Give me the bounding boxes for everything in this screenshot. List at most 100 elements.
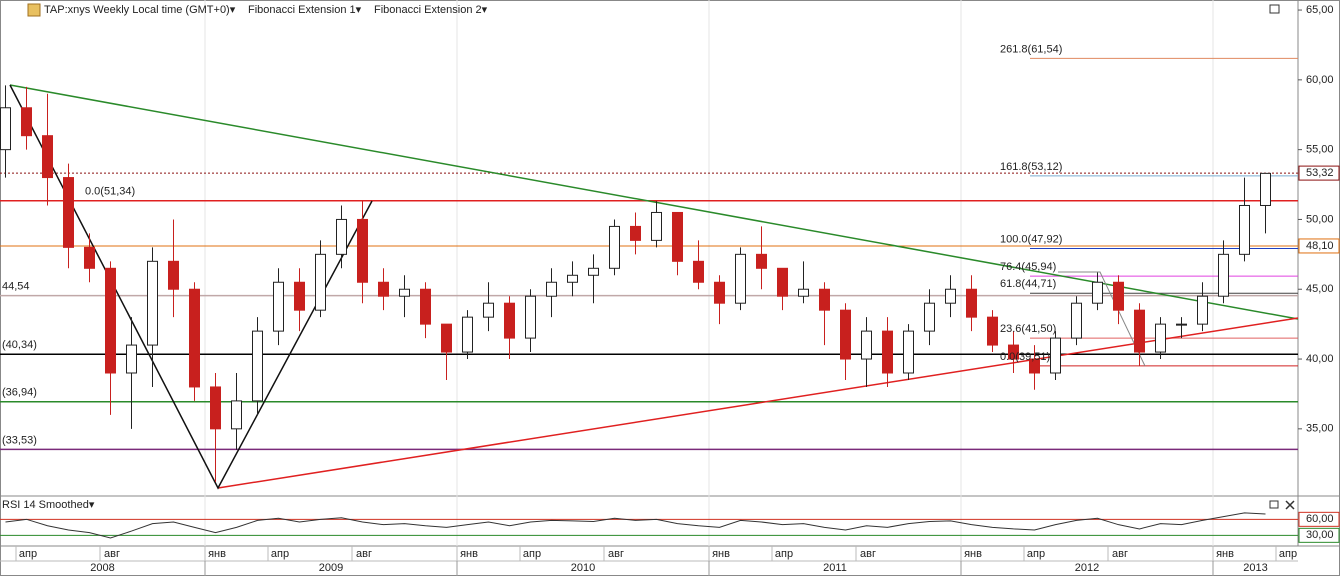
candle-body xyxy=(483,302,494,318)
candle-body xyxy=(378,281,389,297)
price-marker-label: 53,32 xyxy=(1306,167,1334,179)
x-tick-label: апр xyxy=(775,548,793,560)
y-tick-label: 45,00 xyxy=(1306,283,1334,295)
y-tick-label: 60,00 xyxy=(1306,74,1334,86)
close-button[interactable] xyxy=(1285,500,1295,510)
overlay: 0.0(51,34) 44,54 (40,34) (36,94) (33,53) 261.… xyxy=(2,43,1340,446)
candle-body xyxy=(1113,281,1124,311)
candle-body xyxy=(567,274,578,283)
candle-body xyxy=(1176,323,1187,326)
x-tick-label: апр xyxy=(19,548,37,560)
candle-body xyxy=(651,211,662,241)
candle-body xyxy=(546,281,557,297)
candle-body xyxy=(105,267,116,374)
x-tick-label: янв xyxy=(712,548,730,560)
fib-level-label: 161.8(53,12) xyxy=(1000,161,1062,173)
candle-body xyxy=(504,302,515,339)
rsi-level-label: 30,00 xyxy=(1306,529,1334,541)
candle-body xyxy=(903,330,914,374)
price-marker-box xyxy=(1298,238,1340,254)
candle-body xyxy=(147,260,158,346)
y-tick-label: 35,00 xyxy=(1306,423,1334,435)
price-marker-label: 48,10 xyxy=(1306,240,1334,252)
x-tick-label: апр xyxy=(271,548,289,560)
level-label: (40,34) xyxy=(2,339,37,351)
fib-level-label: 76.4(45,94) xyxy=(1000,261,1056,273)
candle-body xyxy=(714,281,725,304)
symbol-icon xyxy=(27,3,41,17)
candle-body xyxy=(0,107,11,151)
trend-lines xyxy=(9,84,1299,490)
year-label: 2011 xyxy=(823,562,847,574)
candle-body xyxy=(525,295,536,339)
candle-body xyxy=(168,260,179,290)
candle-body xyxy=(273,281,284,332)
candle-body xyxy=(63,177,74,248)
candle-body xyxy=(420,288,431,325)
level-label: (33,53) xyxy=(2,434,37,446)
fib-level-label: 100.0(47,92) xyxy=(1000,233,1062,245)
candle-body xyxy=(1092,281,1103,304)
candle-body xyxy=(819,288,830,311)
trend-line xyxy=(217,317,1299,489)
candle-body xyxy=(1239,204,1250,255)
fib-level-label: 0.0(39,51) xyxy=(1000,351,1050,363)
x-tick-label: авг xyxy=(104,548,120,560)
candle-body xyxy=(252,330,263,402)
candle-body xyxy=(1050,337,1061,374)
y-tick-label: 65,00 xyxy=(1306,4,1334,16)
y-tick-label: 40,00 xyxy=(1306,353,1334,365)
candle-body xyxy=(1071,302,1082,339)
level-label: 44,54 xyxy=(2,281,30,293)
x-tick-label: авг xyxy=(356,548,372,560)
grid xyxy=(204,0,1214,546)
indicator-label[interactable]: Fibonacci Extension 1▾ xyxy=(248,4,362,16)
candle-body xyxy=(231,400,242,430)
trend-line xyxy=(9,84,1299,320)
rsi-level-box xyxy=(1298,527,1340,543)
maximize-button[interactable] xyxy=(1269,4,1280,14)
year-label: 2013 xyxy=(1243,562,1267,574)
candle-body xyxy=(1008,344,1019,360)
maximize-button[interactable] xyxy=(1269,500,1279,509)
level-label: (36,94) xyxy=(2,387,37,399)
fib-level-label: 61.8(44,71) xyxy=(1000,278,1056,290)
year-label: 2008 xyxy=(90,562,114,574)
candle-body xyxy=(357,218,368,283)
candle-body xyxy=(924,302,935,332)
candle-body xyxy=(987,316,998,346)
candle-body xyxy=(693,260,704,283)
candle-body xyxy=(1260,172,1271,206)
candle-body xyxy=(294,281,305,311)
level-label: 0.0(51,34) xyxy=(85,186,135,198)
candle-body xyxy=(1218,253,1229,297)
candle-body xyxy=(630,225,641,241)
candle-body xyxy=(21,107,32,137)
indicator-label[interactable]: Fibonacci Extension 2▾ xyxy=(374,4,488,16)
candle-body xyxy=(1029,358,1040,374)
levels xyxy=(0,57,1298,451)
candle-body xyxy=(672,211,683,262)
candle-body xyxy=(1155,323,1166,353)
candle-body xyxy=(882,330,893,374)
candle-body xyxy=(462,316,473,353)
candle-body xyxy=(798,288,809,297)
x-tick-label: янв xyxy=(208,548,226,560)
price-marker-box xyxy=(1298,165,1340,181)
candle-body xyxy=(42,135,53,179)
fib-level-label: 23.6(41,50) xyxy=(1000,323,1056,335)
candle-body xyxy=(315,253,326,311)
x-tick-label: апр xyxy=(1279,548,1297,560)
candle-body xyxy=(777,267,788,297)
x-tick-label: апр xyxy=(523,548,541,560)
candle-body xyxy=(399,288,410,297)
candle-body xyxy=(126,344,137,374)
x-tick-label: янв xyxy=(1216,548,1234,560)
y-tick-label: 50,00 xyxy=(1306,213,1334,225)
y-tick-label: 55,00 xyxy=(1306,144,1334,156)
candles xyxy=(0,85,1271,482)
candle-body xyxy=(756,253,767,269)
x-tick-label: янв xyxy=(460,548,478,560)
